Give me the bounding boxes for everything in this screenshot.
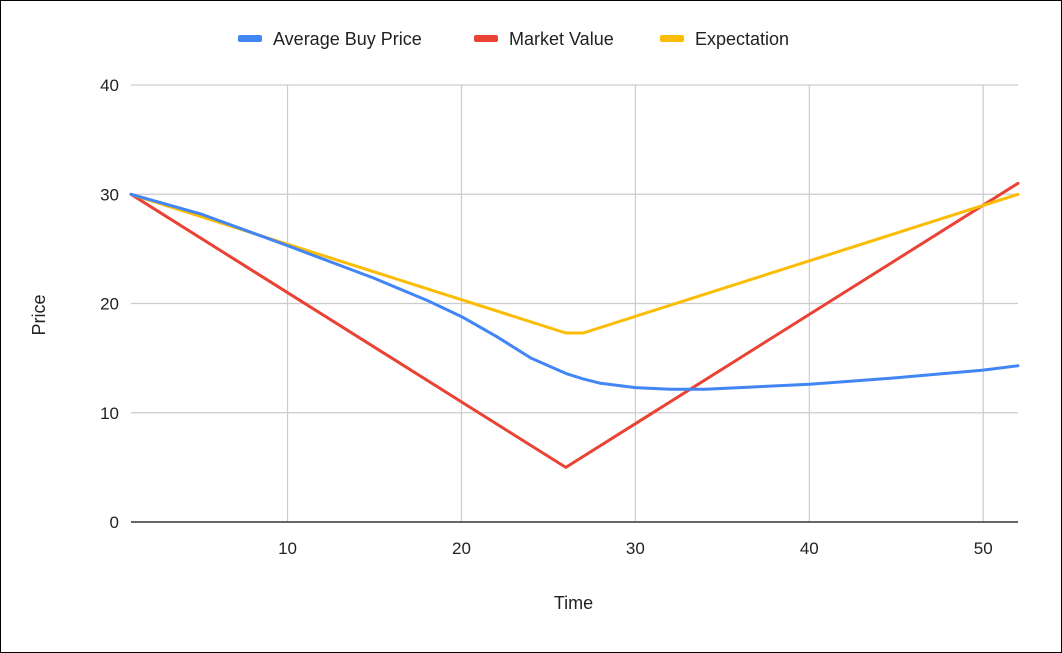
y-tick-label-0: 0: [110, 513, 119, 532]
y-tick-label-10: 10: [100, 404, 119, 423]
legend-item-average-buy-price: Average Buy Price: [238, 29, 422, 49]
x-tick-label-50: 50: [974, 539, 993, 558]
series-line-average-buy-price: [129, 192, 1020, 391]
y-tick-label-20: 20: [100, 295, 119, 314]
legend-swatch-average-buy-price: [238, 35, 262, 42]
legend-label-expectation: Expectation: [695, 29, 789, 49]
legend-item-market-value: Market Value: [474, 29, 614, 49]
legend-swatch-market-value: [474, 35, 498, 42]
x-tick-labels: 10 20 30 40 50: [278, 539, 993, 558]
legend-swatch-expectation: [660, 35, 684, 42]
x-tick-label-40: 40: [800, 539, 819, 558]
legend-label-average-buy-price: Average Buy Price: [273, 29, 422, 49]
series-layer: [129, 181, 1020, 469]
horizontal-gridlines: [131, 84, 1018, 414]
series-line-expectation: [129, 192, 1020, 335]
legend-label-market-value: Market Value: [509, 29, 614, 49]
series-line-market-value: [129, 181, 1020, 469]
x-tick-label-30: 30: [626, 539, 645, 558]
x-tick-label-10: 10: [278, 539, 297, 558]
y-tick-label-40: 40: [100, 76, 119, 95]
y-tick-label-30: 30: [100, 185, 119, 204]
x-tick-label-20: 20: [452, 539, 471, 558]
legend-item-expectation: Expectation: [660, 29, 789, 49]
y-tick-labels: 0 10 20 30 40: [100, 76, 119, 532]
y-axis-title: Price: [29, 294, 49, 335]
x-axis-title: Time: [554, 593, 593, 613]
legend: Average Buy Price Market Value Expectation: [238, 29, 789, 49]
